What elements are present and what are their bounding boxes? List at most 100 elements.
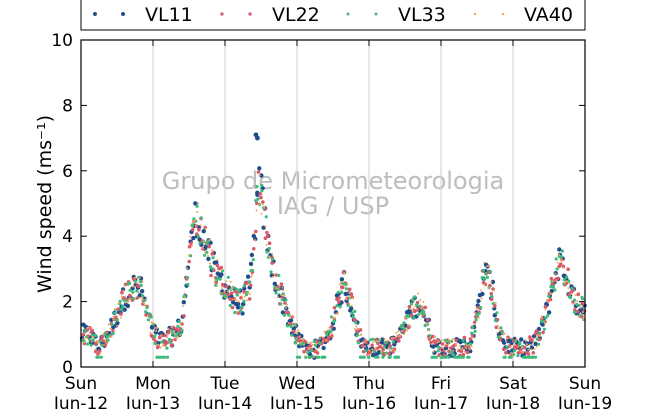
data-point [255,135,260,141]
data-point [546,314,550,318]
data-point [563,281,566,284]
data-point [103,338,106,341]
data-point [441,355,446,359]
data-point [289,322,293,327]
data-point [372,341,375,344]
data-point [548,297,553,302]
data-point [542,327,547,331]
data-point [153,342,157,346]
data-point [105,335,109,339]
data-point [554,257,558,261]
data-point [367,355,371,359]
data-point [228,303,232,308]
data-point [428,334,432,338]
data-point [389,346,393,350]
data-point [260,183,264,188]
legend-marker [473,12,477,16]
data-point [426,323,429,326]
data-point [264,215,268,219]
data-point [338,283,341,286]
data-point [564,275,569,279]
data-point [317,355,321,359]
data-point [124,301,127,304]
x-tick-date-label: Jun-19 [557,394,612,409]
data-point [235,305,241,310]
data-point [228,297,233,302]
data-point [218,277,222,281]
data-point [119,316,122,319]
data-point [534,337,537,340]
data-point [90,338,93,341]
data-point [437,340,440,343]
data-point [329,325,334,329]
data-point [391,337,393,340]
x-tick-day-label: Sun [569,374,601,394]
data-point [159,346,162,349]
data-point [159,355,163,359]
data-point [516,338,518,341]
data-point [239,292,241,295]
data-point [518,342,522,346]
data-point [372,349,376,354]
data-point [529,343,532,346]
data-point [494,301,497,304]
data-point [157,343,160,346]
data-point [381,345,384,348]
data-point [289,325,293,329]
data-point [277,284,280,287]
data-point [298,355,302,359]
data-point [533,355,538,359]
series-VL33 [80,183,586,359]
data-point [141,294,145,298]
data-point [274,291,278,295]
data-point [146,318,151,322]
data-point [216,259,219,261]
data-point [356,341,361,345]
data-point [333,319,337,323]
data-point [549,276,554,281]
data-point [135,296,139,300]
data-point [283,294,286,296]
data-point [459,349,464,354]
data-point [368,349,371,352]
data-point [445,343,448,346]
data-point [285,324,290,328]
data-point [387,351,392,356]
data-point [453,355,457,359]
data-point [91,338,95,342]
data-point [241,295,244,298]
data-point [383,337,386,340]
data-point [393,350,396,353]
data-point [384,341,388,345]
data-point [338,305,342,309]
data-point [230,288,233,290]
data-point [490,279,496,285]
data-point [488,270,492,274]
data-point [257,203,260,206]
data-point [134,276,137,279]
data-point [166,330,171,335]
data-point [234,287,238,291]
data-point [287,313,291,317]
data-point [254,239,256,242]
watermark-line-2: IAG / USP [277,192,389,220]
data-point [486,265,489,268]
data-point [396,355,400,359]
data-point [113,311,117,315]
data-point [125,303,131,309]
data-point [325,338,328,341]
x-axis: SunJun-12MonJun-13TueJun-14WedJun-15ThuJ… [53,40,612,409]
data-point [547,298,550,301]
data-point [380,337,385,342]
data-point [174,333,177,336]
data-point [290,333,294,337]
data-point [144,313,148,317]
data-point [505,345,509,349]
data-point [242,292,245,295]
data-point [461,347,464,349]
data-point [236,301,241,307]
data-point [256,170,261,174]
data-point [459,347,462,350]
watermark: Grupo de Micrometeorologia IAG / USP [162,167,504,220]
watermark-line-1: Grupo de Micrometeorologia [162,167,504,195]
